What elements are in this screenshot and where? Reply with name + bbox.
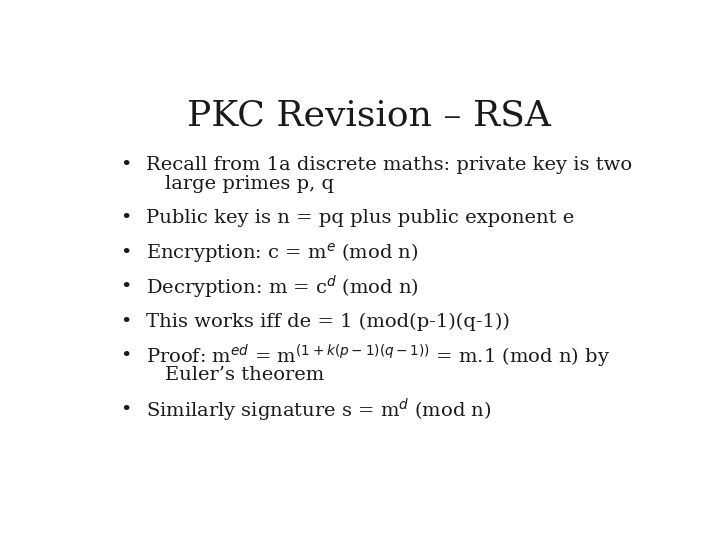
Text: large primes p, q: large primes p, q <box>166 175 334 193</box>
Text: •: • <box>120 401 132 419</box>
Text: •: • <box>120 313 132 331</box>
Text: Similarly signature s = m$^{d}$ (mod n): Similarly signature s = m$^{d}$ (mod n) <box>145 396 491 423</box>
Text: •: • <box>120 156 132 173</box>
Text: Proof: m$^{ed}$ = m$^{(1+k(p-1)(q-1))}$ = m.1 (mod n) by: Proof: m$^{ed}$ = m$^{(1+k(p-1)(q-1))}$ … <box>145 343 610 370</box>
Text: PKC Revision – RSA: PKC Revision – RSA <box>187 98 551 132</box>
Text: •: • <box>120 209 132 227</box>
Text: Decryption: m = c$^{d}$ (mod n): Decryption: m = c$^{d}$ (mod n) <box>145 274 419 301</box>
Text: •: • <box>120 278 132 296</box>
Text: Encryption: c = m$^{e}$ (mod n): Encryption: c = m$^{e}$ (mod n) <box>145 241 418 265</box>
Text: •: • <box>120 347 132 365</box>
Text: •: • <box>120 244 132 262</box>
Text: Public key is n = pq plus public exponent e: Public key is n = pq plus public exponen… <box>145 209 574 227</box>
Text: Euler’s theorem: Euler’s theorem <box>166 367 325 384</box>
Text: Recall from 1a discrete maths: private key is two: Recall from 1a discrete maths: private k… <box>145 156 632 173</box>
Text: This works iff de = 1 (mod(p-1)(q-1)): This works iff de = 1 (mod(p-1)(q-1)) <box>145 313 510 331</box>
